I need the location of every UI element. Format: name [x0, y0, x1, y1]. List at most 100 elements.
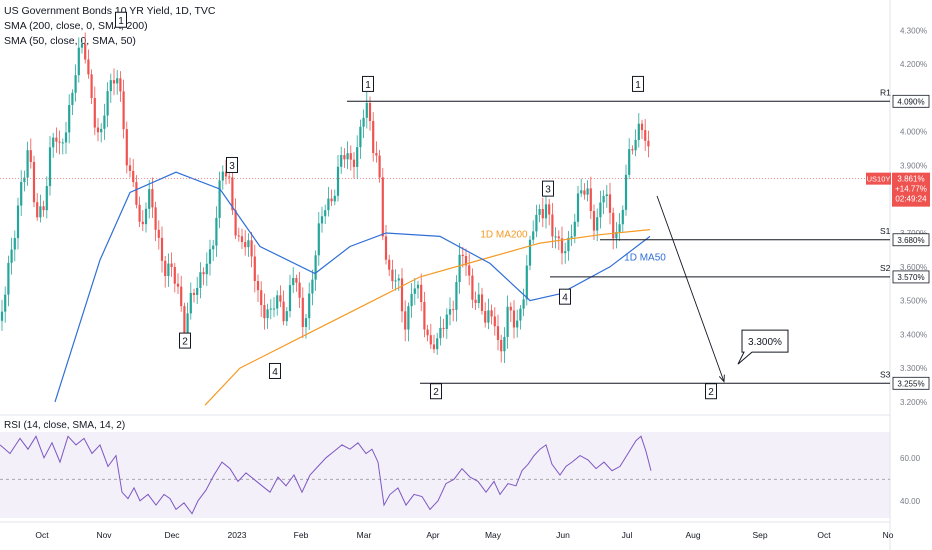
candle-body [333, 195, 336, 202]
candle-body [48, 147, 52, 187]
candle-body [87, 59, 90, 75]
candle-body [410, 293, 413, 307]
candle-body [260, 290, 263, 306]
x-tick-label-1: Nov [96, 530, 112, 540]
candle-body [272, 308, 276, 310]
level-label-R1: R1 [880, 87, 891, 97]
wave-label-2: 1 [635, 80, 641, 91]
rsi-y-tick-label-0: 60.00 [900, 454, 921, 463]
candle-body [301, 297, 304, 328]
x-tick-label-13: No [883, 530, 894, 540]
projection-arrow-head [718, 374, 725, 383]
candle-body [474, 299, 477, 304]
wave-label-box-9 [559, 288, 571, 305]
candle-body [484, 311, 487, 323]
candle-body [36, 202, 39, 218]
candle-body [621, 209, 624, 225]
candle-body [397, 278, 400, 281]
candle-body [564, 251, 567, 254]
candle-body [282, 301, 285, 322]
candle-body [490, 310, 493, 317]
candle-body [634, 139, 637, 151]
candle-body [311, 279, 314, 294]
candle-body [167, 263, 170, 277]
candle-body [96, 127, 100, 133]
x-tick-label-3: 2023 [228, 530, 247, 540]
y-tick-label-3: 4.000% [900, 128, 927, 137]
candle-body [157, 229, 160, 238]
x-tick-label-11: Sep [752, 530, 767, 540]
level-price-label-R1: 4.090% [897, 97, 924, 106]
candle-body [461, 254, 464, 257]
candle-body [266, 309, 269, 319]
rsi-line [0, 435, 652, 515]
candle-body [548, 204, 551, 215]
wave-label-9: 4 [562, 293, 568, 304]
candle-body [138, 204, 141, 222]
candle-body [352, 159, 356, 167]
candle-body [141, 221, 144, 225]
candle-body [298, 282, 301, 298]
sma50-indicator-label: SMA (50, close, 0, SMA, 50) [4, 35, 136, 47]
candle-body [471, 275, 474, 300]
candle-body [525, 265, 528, 300]
candle-body [448, 309, 452, 315]
candle-body [26, 150, 29, 178]
candle-body [528, 239, 532, 266]
candle-body [384, 236, 388, 260]
candle-body [388, 259, 391, 270]
candle-body [640, 123, 644, 131]
wave-label-1: 1 [365, 80, 371, 91]
candle-body [16, 205, 20, 239]
candle-body [285, 311, 288, 322]
candle-body [359, 126, 362, 148]
projection-arrow-line [656, 195, 725, 382]
candle-body [608, 194, 612, 213]
candle-body [61, 142, 64, 144]
candle-body [116, 78, 119, 84]
candle-body [580, 190, 583, 194]
rsi-y-tick-label-1: 40.00 [900, 497, 921, 506]
candle-body [90, 74, 93, 99]
level-label-S2: S2 [880, 263, 891, 273]
candle-body [365, 102, 368, 118]
candle-body [221, 171, 224, 181]
level-price-box-S3 [892, 376, 930, 390]
candle-body [13, 238, 16, 250]
chart-legend: US Government Bonds 10 YR Yield, 1D, TVC… [4, 4, 215, 49]
wave-label-box-1 [362, 75, 374, 92]
target-callout-box [737, 329, 789, 365]
candle-body [413, 288, 416, 294]
wave-label-6: 3 [229, 161, 235, 172]
sma200-indicator-label: SMA (200, close, 0, SMA, 200) [4, 20, 148, 32]
y-tick-label-8: 3.500% [900, 297, 927, 306]
x-tick-label-6: Apr [426, 530, 439, 540]
target-callout-label: 3.300% [748, 337, 782, 348]
candle-body [602, 196, 605, 203]
candle-body [128, 165, 132, 171]
candle-body [208, 249, 212, 264]
current-price-box [892, 172, 930, 207]
candle-body [7, 262, 10, 295]
candle-body [436, 338, 439, 350]
x-tick-label-10: Aug [685, 530, 700, 540]
x-tick-label-2: Dec [164, 530, 180, 540]
candle-body [647, 140, 650, 147]
candle-body [362, 117, 365, 127]
candle-body [336, 166, 340, 196]
candle-body [400, 278, 404, 312]
candle-body [199, 272, 202, 289]
level-price-box-S2 [892, 270, 930, 284]
candle-body [154, 207, 157, 230]
candle-body [263, 305, 266, 319]
candle-body [420, 284, 423, 302]
candle-body [532, 231, 535, 240]
ma-annotation-0: 1D MA200 [480, 230, 528, 241]
x-tick-label-12: Oct [817, 530, 831, 540]
candle-body [42, 206, 45, 211]
candle-body [58, 141, 61, 143]
y-tick-label-0: 4.300% [900, 26, 927, 35]
candle-body [132, 170, 135, 183]
candle-body [340, 155, 343, 167]
candle-body [84, 43, 87, 60]
